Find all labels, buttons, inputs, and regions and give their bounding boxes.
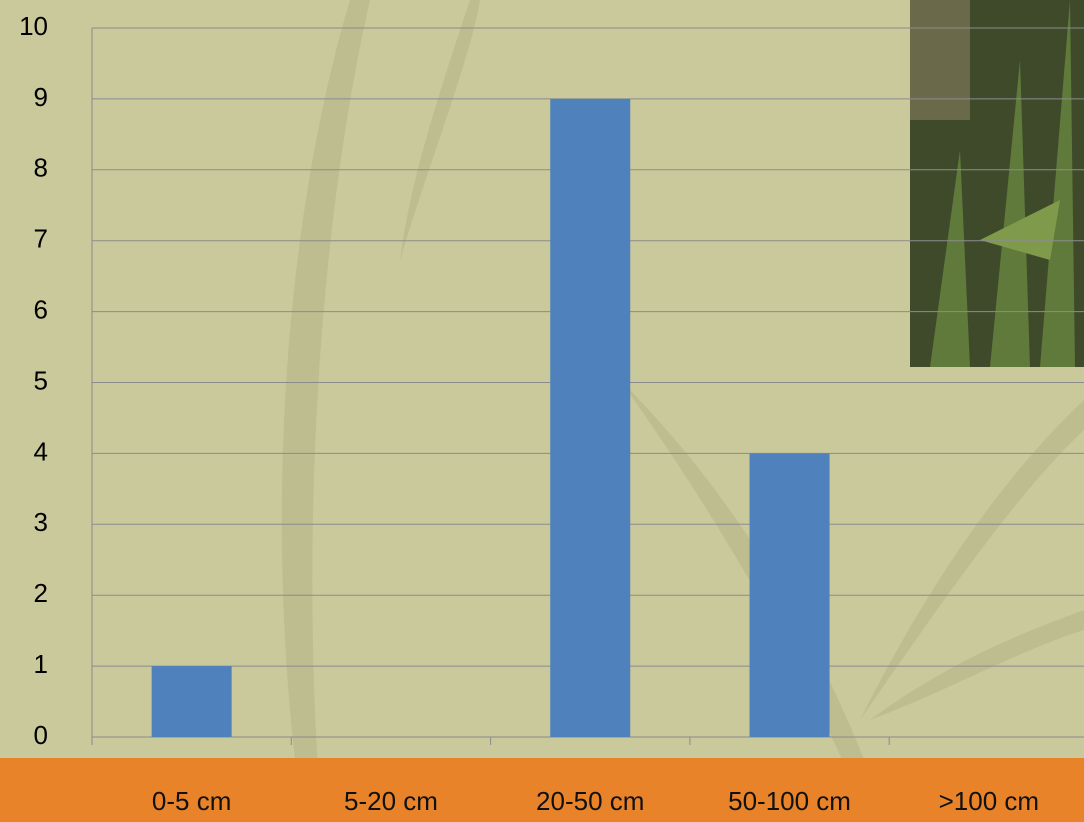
y-tick-label: 0 bbox=[34, 720, 48, 750]
x-tick-label: 20-50 cm bbox=[536, 786, 644, 816]
photo bbox=[910, 0, 1084, 367]
bar bbox=[550, 98, 631, 737]
y-tick-label: 5 bbox=[34, 365, 48, 395]
y-tick-label: 2 bbox=[34, 578, 48, 608]
y-tick-label: 8 bbox=[34, 153, 48, 183]
y-tick-label: 3 bbox=[34, 507, 48, 537]
y-tick-label: 1 bbox=[34, 649, 48, 679]
x-tick-label: >100 cm bbox=[939, 786, 1039, 816]
y-tick-label: 7 bbox=[34, 224, 48, 254]
y-tick-label: 10 bbox=[19, 11, 48, 41]
x-tick-label: 0-5 cm bbox=[152, 786, 231, 816]
bar bbox=[151, 666, 232, 737]
x-tick-label: 50-100 cm bbox=[728, 786, 851, 816]
x-tick-label: 5-20 cm bbox=[344, 786, 438, 816]
y-tick-label: 6 bbox=[34, 294, 48, 324]
bar bbox=[749, 453, 830, 737]
y-tick-label: 9 bbox=[34, 82, 48, 112]
footer-band bbox=[0, 758, 1084, 822]
y-tick-label: 4 bbox=[34, 436, 48, 466]
